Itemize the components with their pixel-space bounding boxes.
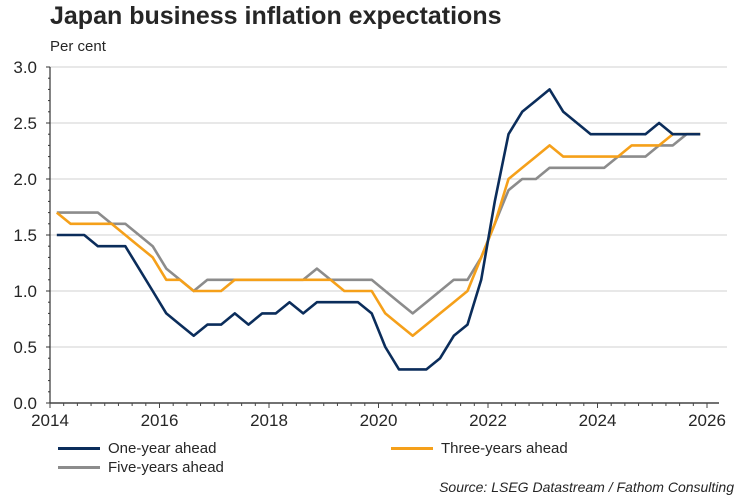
y-axis-unit-label: Per cent <box>50 38 106 55</box>
y-tick-label: 2.0 <box>13 170 37 189</box>
series-line-one-year-ahead <box>56 88 701 371</box>
gridlines <box>50 66 727 348</box>
legend-swatch-one-year <box>58 447 100 450</box>
tick-labels: 0.0 0.5 1.0 1.5 2.0 2.5 3.0 2014 2016 2018 2020 202… <box>13 58 726 430</box>
legend-item-one-year: One-year ahead <box>58 440 216 457</box>
series-line-five-years-ahead <box>56 132 701 315</box>
chart-title: Japan business inflation expectations <box>50 2 502 30</box>
x-tick-label: 2018 <box>250 411 288 430</box>
x-tick-label: 2014 <box>31 411 69 430</box>
legend-label-one-year: One-year ahead <box>108 440 217 457</box>
legend-label-three-years: Three-years ahead <box>441 440 568 457</box>
legend-swatch-three-years <box>391 447 433 450</box>
axes <box>46 66 719 408</box>
legend-item-three-years: Three-years ahead <box>391 440 568 457</box>
x-tick-label: 2026 <box>688 411 726 430</box>
series-line-three-years-ahead <box>55 132 701 338</box>
source-note: Source: LSEG Datastream / Fathom Consult… <box>439 479 734 495</box>
legend-label-five-years: Five-years ahead <box>108 459 224 476</box>
y-tick-label: 2.5 <box>13 114 37 133</box>
x-tick-label: 2020 <box>360 411 398 430</box>
x-tick-label: 2016 <box>141 411 179 430</box>
y-tick-label: 1.0 <box>13 282 37 301</box>
series-lines <box>55 88 701 371</box>
y-tick-label: 0.0 <box>13 394 37 413</box>
y-tick-label: 1.5 <box>13 226 37 245</box>
y-tick-label: 0.5 <box>13 338 37 357</box>
legend-swatch-five-years <box>58 466 100 469</box>
x-tick-label: 2022 <box>469 411 507 430</box>
y-tick-label: 3.0 <box>13 58 37 77</box>
legend-item-five-years: Five-years ahead <box>58 459 224 476</box>
x-tick-label: 2024 <box>579 411 617 430</box>
